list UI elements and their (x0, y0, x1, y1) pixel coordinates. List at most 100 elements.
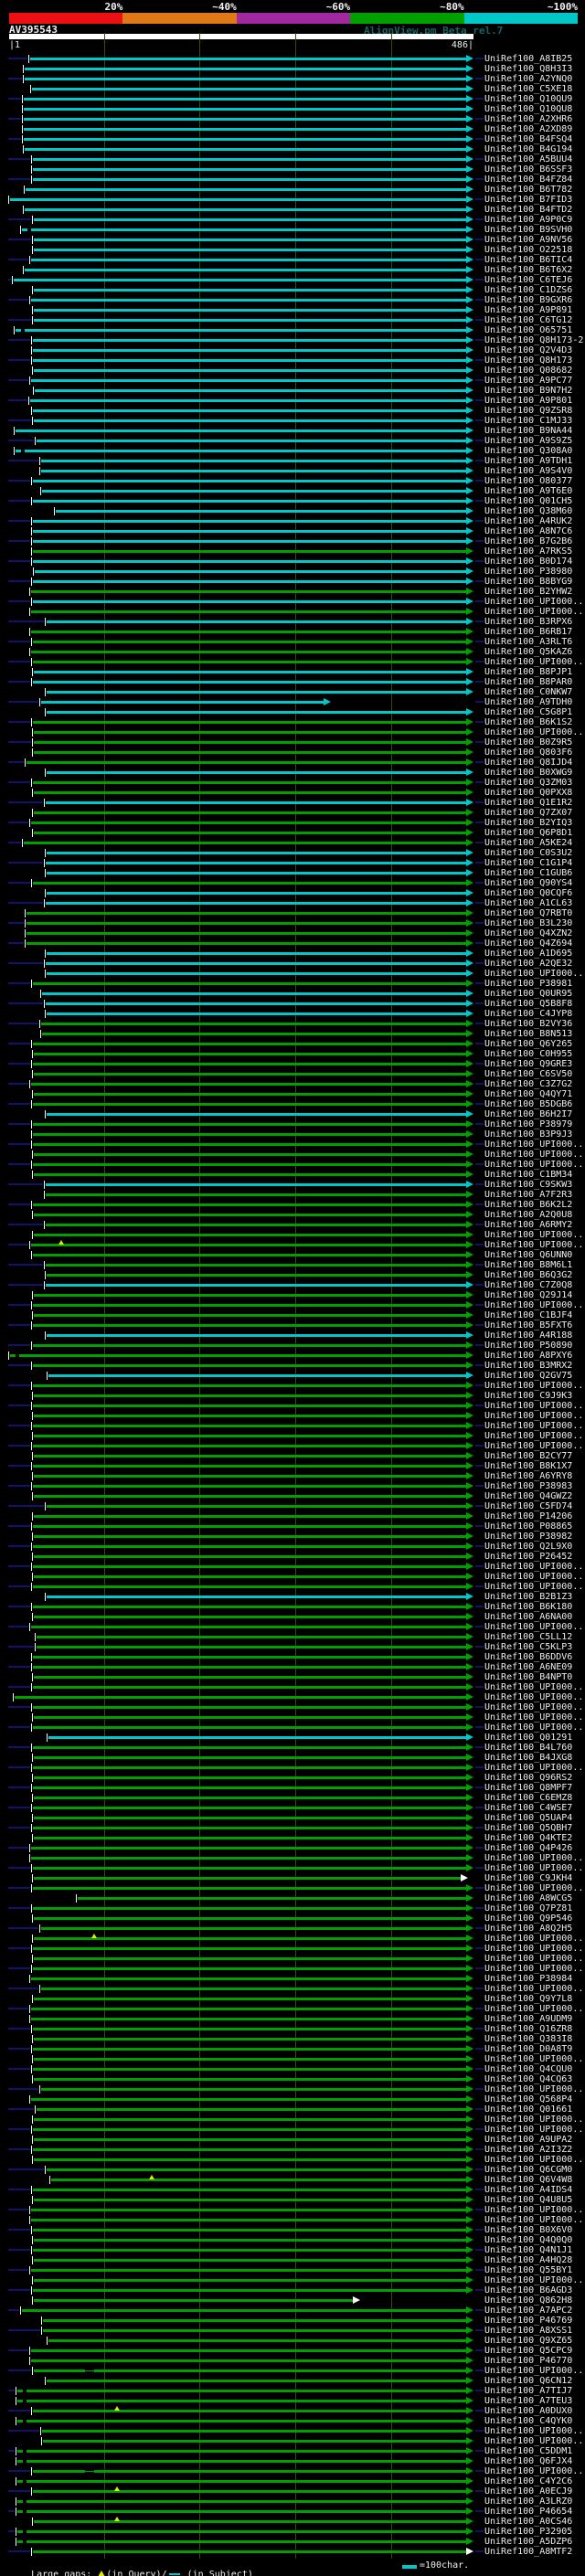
hit-label[interactable]: UniRef100_C9SKW3 (484, 1180, 573, 1190)
hit-bar[interactable] (33, 1545, 466, 1548)
hit-bar[interactable] (33, 550, 466, 553)
hit-bar[interactable] (27, 932, 466, 935)
hit-label[interactable]: UniRef100_A8XSS1 (484, 2326, 573, 2336)
hit-bar[interactable] (25, 148, 466, 151)
hit-label[interactable]: UniRef100_B5DGB6 (484, 1099, 573, 1109)
hit-label[interactable]: UniRef100_A6NA00 (484, 1612, 573, 1622)
hit-label[interactable]: UniRef100_B0Z9R5 (484, 737, 573, 747)
hit-bar[interactable] (27, 2420, 466, 2422)
hit-label[interactable]: UniRef100_B2VY36 (484, 1019, 573, 1029)
hit-bar[interactable] (51, 2178, 466, 2181)
hit-bar[interactable] (30, 58, 466, 60)
hit-label[interactable]: UniRef100_UPI000.. (484, 1863, 584, 1873)
hit-label[interactable]: UniRef100_Q8MPF7 (484, 1783, 573, 1793)
hit-bar[interactable] (34, 1575, 466, 1578)
hit-label[interactable]: UniRef100_Q4XZN2 (484, 928, 573, 938)
hit-label[interactable]: UniRef100_A2XD89 (484, 124, 573, 134)
hit-label[interactable]: UniRef100_Q5UAP4 (484, 1813, 573, 1823)
hit-label[interactable]: UniRef100_Q8H3I3 (484, 64, 573, 74)
hit-bar[interactable] (34, 218, 466, 221)
hit-bar[interactable] (27, 912, 466, 915)
hit-bar[interactable] (34, 1535, 466, 1538)
hit-bar[interactable] (34, 2038, 466, 2041)
hit-bar[interactable] (34, 2158, 466, 2161)
hit-bar[interactable] (33, 1565, 466, 1568)
hit-bar[interactable] (43, 2440, 466, 2443)
hit-label[interactable]: UniRef100_A9TDH0 (484, 697, 573, 707)
hit-bar[interactable] (47, 771, 466, 774)
hit-bar[interactable] (33, 1063, 466, 1065)
hit-bar[interactable] (34, 1455, 466, 1458)
hit-label[interactable]: UniRef100_A6NE09 (484, 1662, 573, 1672)
hit-bar[interactable] (37, 1636, 466, 1638)
hit-label[interactable]: UniRef100_UPI000.. (484, 2054, 584, 2064)
hit-label[interactable]: UniRef100_A7TEU3 (484, 2396, 573, 2406)
hit-bar[interactable] (25, 269, 466, 271)
hit-label[interactable]: UniRef100_B8K1X7 (484, 1461, 573, 1471)
hit-label[interactable]: UniRef100_A2YNQ0 (484, 74, 573, 84)
hit-bar[interactable] (47, 1113, 466, 1116)
hit-label[interactable]: UniRef100_C9J9K3 (484, 1391, 573, 1401)
hit-bar[interactable] (33, 409, 466, 412)
hit-label[interactable]: UniRef100_A0ECJ9 (484, 2486, 573, 2496)
hit-label[interactable]: UniRef100_Q55BY1 (484, 2265, 573, 2275)
hit-bar[interactable] (31, 1626, 466, 1628)
hit-label[interactable]: UniRef100_C1BJF4 (484, 1310, 573, 1320)
hit-bar[interactable] (34, 2199, 466, 2201)
hit-label[interactable]: UniRef100_A4R188 (484, 1330, 573, 1341)
hit-label[interactable]: UniRef100_C1BM34 (484, 1170, 573, 1180)
hit-bar[interactable] (31, 610, 466, 613)
hit-bar[interactable] (46, 862, 466, 864)
hit-bar[interactable] (33, 349, 466, 352)
hit-label[interactable]: UniRef100_C0NKW7 (484, 687, 573, 697)
hit-label[interactable]: UniRef100_Q7PZ81 (484, 1903, 573, 1913)
hit-label[interactable]: UniRef100_B3MRX2 (484, 1361, 573, 1371)
hit-label[interactable]: UniRef100_A5DZP6 (484, 2537, 573, 2547)
hit-label[interactable]: UniRef100_P26452 (484, 1552, 573, 1562)
hit-bar[interactable] (41, 2088, 466, 2091)
hit-bar[interactable] (33, 1103, 466, 1106)
hit-bar[interactable] (27, 942, 466, 945)
hit-bar[interactable] (78, 1897, 466, 1900)
hit-bar[interactable] (27, 2530, 466, 2533)
hit-bar[interactable] (26, 188, 466, 191)
hit-bar[interactable] (27, 2540, 466, 2543)
hit-label[interactable]: UniRef100_B4FTD2 (484, 205, 573, 215)
hit-bar[interactable] (34, 369, 466, 372)
hit-bar[interactable] (33, 1425, 466, 1427)
hit-label[interactable]: UniRef100_B6TIC4 (484, 255, 573, 265)
hit-label[interactable]: UniRef100_A9NV56 (484, 235, 573, 245)
hit-bar[interactable] (14, 279, 466, 281)
hit-label[interactable]: UniRef100_UPI000.. (484, 1954, 584, 1964)
hit-label[interactable]: UniRef100_Q8H173 (484, 355, 573, 366)
hit-bar[interactable] (33, 1766, 466, 1769)
hit-bar[interactable] (47, 1274, 466, 1277)
hit-label[interactable]: UniRef100_Q8IJD4 (484, 758, 573, 768)
hit-bar[interactable] (33, 2229, 466, 2231)
hit-bar[interactable] (31, 2359, 466, 2362)
hit-bar[interactable] (33, 721, 466, 724)
hit-bar[interactable] (33, 178, 466, 181)
hit-label[interactable]: UniRef100_Q4Z694 (484, 938, 573, 949)
hit-bar[interactable] (25, 208, 466, 211)
hit-bar[interactable] (46, 1264, 466, 1267)
hit-label[interactable]: UniRef100_A6RMY2 (484, 1220, 573, 1230)
hit-label[interactable]: UniRef100_P14206 (484, 1511, 573, 1521)
hit-bar[interactable] (34, 1314, 466, 1317)
hit-label[interactable]: UniRef100_B8M6L1 (484, 1260, 573, 1270)
hit-bar[interactable] (42, 2430, 466, 2433)
hit-bar[interactable] (33, 1133, 466, 1136)
hit-bar[interactable] (25, 450, 466, 452)
hit-bar[interactable] (33, 1887, 466, 1890)
hit-label[interactable]: UniRef100_UPI000.. (484, 1140, 584, 1150)
hit-label[interactable]: UniRef100_UPI000.. (484, 2004, 584, 2014)
hit-label[interactable]: UniRef100_C4Y2C6 (484, 2476, 573, 2486)
hit-label[interactable]: UniRef100_A3RLT6 (484, 637, 573, 647)
hit-bar[interactable] (47, 1012, 466, 1015)
hit-label[interactable]: UniRef100_C1GUB6 (484, 868, 573, 878)
hit-label[interactable]: UniRef100_UPI000.. (484, 2155, 584, 2165)
hit-bar[interactable] (33, 1485, 466, 1488)
hit-label[interactable]: UniRef100_Q383I8 (484, 2034, 573, 2044)
hit-label[interactable]: UniRef100_UPI000.. (484, 1853, 584, 1863)
hit-bar[interactable] (33, 1967, 466, 1970)
